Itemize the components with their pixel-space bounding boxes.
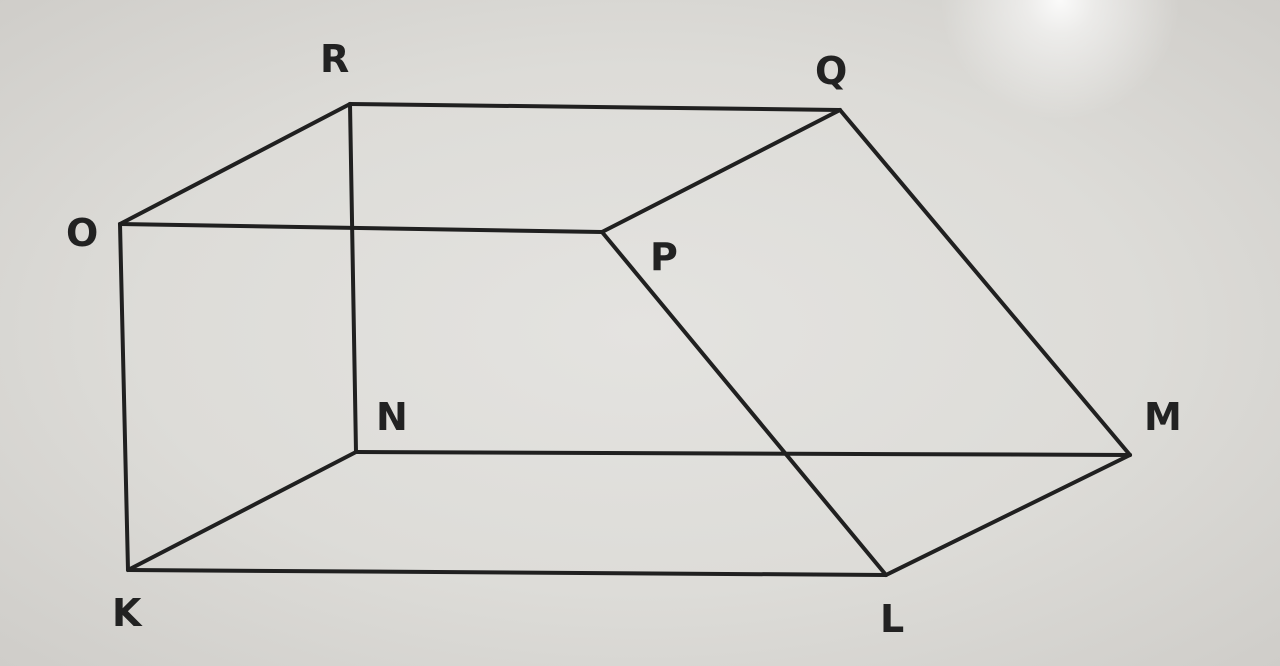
vertex-label-O: O <box>66 211 98 255</box>
edge-PQ <box>600 108 842 234</box>
vertex-label-R: R <box>320 37 349 81</box>
edge-OK <box>118 222 130 572</box>
edge-OP <box>118 222 604 234</box>
vertex-label-K: K <box>112 591 143 635</box>
vertex-label-P: P <box>650 235 678 279</box>
edge-LM <box>884 453 1132 577</box>
edge-KN <box>126 450 358 572</box>
vertex-label-L: L <box>880 597 904 641</box>
edge-OR <box>118 102 352 226</box>
vertex-label-Q: Q <box>815 49 847 93</box>
edge-RQ <box>348 102 842 112</box>
vertex-label-N: N <box>376 395 408 439</box>
edge-PL <box>600 230 888 577</box>
edge-NM <box>354 450 1132 457</box>
edge-RN <box>348 102 358 454</box>
edge-KL <box>126 568 888 577</box>
vertex-label-M: M <box>1144 395 1182 439</box>
edge-QM <box>838 108 1132 457</box>
